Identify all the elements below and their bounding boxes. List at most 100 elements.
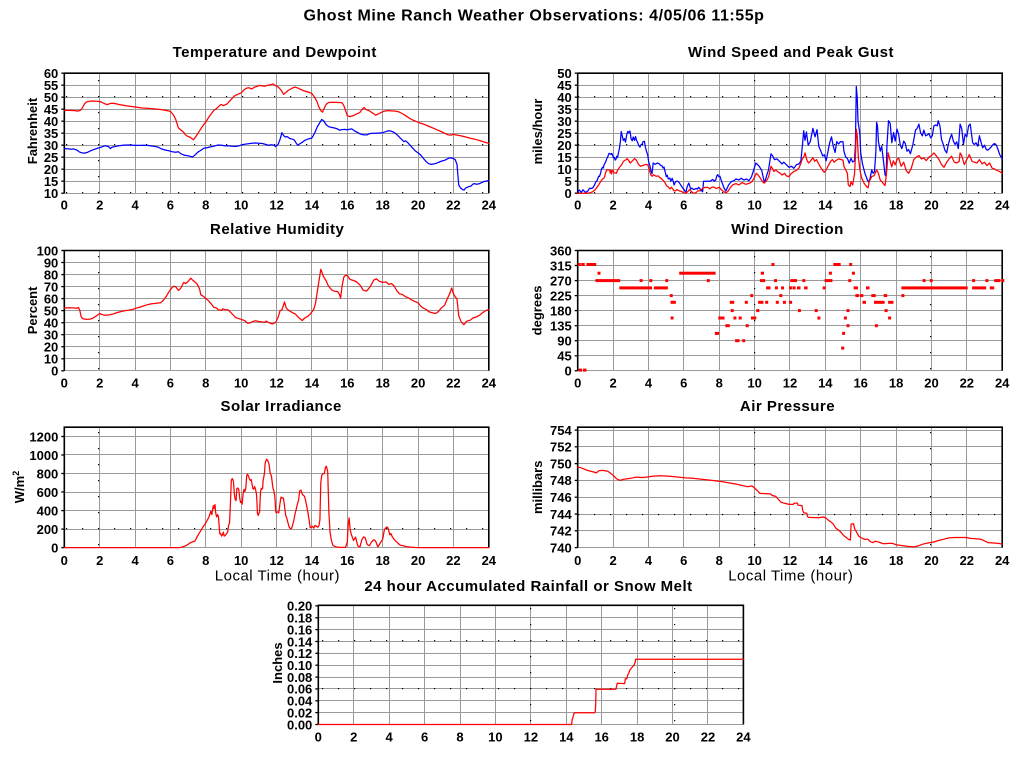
svg-text:Inches: Inches: [270, 642, 285, 683]
svg-text:6: 6: [421, 730, 428, 745]
svg-text:10: 10: [44, 352, 58, 367]
svg-text:Solar Irradiance: Solar Irradiance: [221, 398, 342, 415]
svg-text:10: 10: [488, 730, 502, 745]
svg-text:24: 24: [736, 730, 751, 745]
svg-text:55: 55: [44, 78, 58, 93]
svg-text:30: 30: [44, 328, 58, 343]
svg-text:16: 16: [340, 553, 354, 568]
svg-text:0.16: 0.16: [287, 622, 312, 637]
svg-text:30: 30: [44, 138, 58, 153]
svg-text:0: 0: [564, 364, 571, 379]
svg-text:315: 315: [550, 258, 572, 273]
svg-text:24: 24: [482, 553, 497, 568]
svg-text:600: 600: [37, 485, 59, 500]
svg-text:Local Time (hour): Local Time (hour): [728, 568, 853, 585]
svg-text:24: 24: [995, 553, 1010, 568]
svg-text:1000: 1000: [29, 448, 58, 463]
svg-text:750: 750: [550, 456, 572, 471]
svg-text:22: 22: [446, 553, 460, 568]
svg-text:16: 16: [853, 376, 867, 391]
svg-text:0: 0: [574, 553, 581, 568]
svg-text:45: 45: [557, 78, 571, 93]
svg-text:200: 200: [37, 522, 59, 537]
svg-text:35: 35: [557, 102, 571, 117]
svg-text:18: 18: [375, 553, 389, 568]
svg-text:15: 15: [44, 174, 58, 189]
svg-text:2: 2: [609, 198, 616, 213]
svg-text:22: 22: [960, 553, 974, 568]
svg-text:4: 4: [131, 198, 139, 213]
svg-text:20: 20: [924, 553, 938, 568]
svg-text:24 hour Accumulated Rainfall o: 24 hour Accumulated Rainfall or Snow Mel…: [364, 578, 692, 595]
svg-text:8: 8: [456, 730, 463, 745]
svg-text:16: 16: [340, 376, 354, 391]
svg-text:6: 6: [167, 198, 174, 213]
svg-text:14: 14: [305, 376, 320, 391]
svg-text:18: 18: [375, 198, 389, 213]
svg-text:24: 24: [995, 376, 1010, 391]
svg-text:60: 60: [44, 291, 58, 306]
svg-text:0.20: 0.20: [287, 599, 312, 614]
svg-text:0: 0: [51, 540, 58, 555]
svg-text:4: 4: [131, 553, 139, 568]
svg-text:2: 2: [96, 376, 103, 391]
svg-text:740: 740: [550, 540, 572, 555]
svg-text:8: 8: [716, 376, 723, 391]
svg-text:40: 40: [44, 316, 58, 331]
svg-text:4: 4: [645, 553, 653, 568]
svg-text:0.06: 0.06: [287, 682, 312, 697]
svg-text:400: 400: [37, 503, 59, 518]
svg-text:0: 0: [315, 730, 322, 745]
svg-text:4: 4: [131, 376, 139, 391]
svg-text:0: 0: [574, 198, 581, 213]
svg-text:0.10: 0.10: [287, 658, 312, 673]
svg-text:20: 20: [557, 138, 571, 153]
svg-text:14: 14: [818, 198, 833, 213]
svg-text:25: 25: [557, 126, 571, 141]
svg-text:0.00: 0.00: [287, 717, 312, 732]
svg-text:0: 0: [61, 198, 68, 213]
svg-text:742: 742: [550, 524, 572, 539]
svg-text:0.08: 0.08: [287, 670, 312, 685]
svg-text:800: 800: [37, 466, 59, 481]
svg-text:748: 748: [550, 473, 572, 488]
svg-text:2: 2: [350, 730, 357, 745]
svg-text:0: 0: [564, 186, 571, 201]
svg-text:18: 18: [889, 553, 903, 568]
svg-text:Relative Humidity: Relative Humidity: [210, 221, 345, 238]
svg-text:45: 45: [44, 102, 58, 117]
svg-text:50: 50: [44, 303, 58, 318]
svg-text:10: 10: [557, 162, 571, 177]
svg-text:20: 20: [411, 553, 425, 568]
svg-text:W/m2: W/m2: [11, 471, 27, 503]
svg-text:14: 14: [305, 198, 320, 213]
svg-text:50: 50: [44, 90, 58, 105]
svg-text:8: 8: [202, 376, 209, 391]
svg-text:12: 12: [783, 553, 797, 568]
svg-text:80: 80: [44, 267, 58, 282]
svg-text:20: 20: [411, 376, 425, 391]
svg-text:10: 10: [747, 198, 761, 213]
svg-text:10: 10: [234, 198, 248, 213]
svg-text:6: 6: [167, 376, 174, 391]
svg-text:15: 15: [557, 150, 571, 165]
svg-text:Local Time (hour): Local Time (hour): [215, 568, 340, 585]
svg-text:2: 2: [96, 198, 103, 213]
svg-text:18: 18: [889, 376, 903, 391]
svg-text:10: 10: [234, 553, 248, 568]
svg-text:360: 360: [550, 243, 572, 258]
svg-text:16: 16: [853, 553, 867, 568]
svg-text:24: 24: [482, 376, 497, 391]
svg-text:24: 24: [995, 198, 1010, 213]
svg-text:0.02: 0.02: [287, 705, 312, 720]
svg-text:10: 10: [747, 553, 761, 568]
svg-text:2: 2: [609, 553, 616, 568]
svg-text:180: 180: [550, 303, 572, 318]
svg-text:4: 4: [645, 376, 653, 391]
svg-text:20: 20: [924, 376, 938, 391]
svg-text:752: 752: [550, 440, 572, 455]
svg-text:744: 744: [550, 507, 572, 522]
svg-text:45: 45: [557, 349, 571, 364]
svg-text:14: 14: [818, 376, 833, 391]
svg-text:22: 22: [446, 198, 460, 213]
